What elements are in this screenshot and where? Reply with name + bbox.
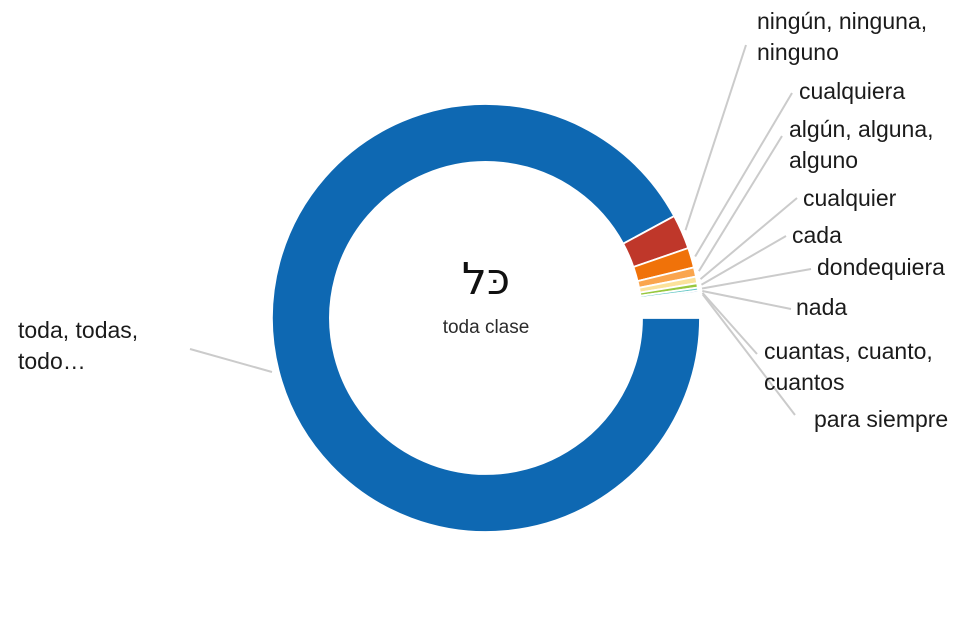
label-ningun-ninguna-ninguno[interactable]: ningún, ninguna, ninguno <box>757 8 928 65</box>
leader-line-3 <box>698 135 783 272</box>
leader-lines <box>189 44 812 416</box>
label-toda-todas-todo[interactable]: toda, todas, todo… <box>18 317 139 374</box>
label-cualquier[interactable]: cualquier <box>803 185 897 211</box>
leader-line-6 <box>701 268 812 290</box>
leader-line-7 <box>702 290 792 310</box>
leader-line-8 <box>701 292 758 355</box>
leader-line-9 <box>701 293 796 416</box>
label-cualquiera[interactable]: cualquiera <box>799 78 906 104</box>
label-nada[interactable]: nada <box>796 294 848 320</box>
leader-line-0 <box>189 348 273 373</box>
label-para-siempre[interactable]: para siempre <box>814 406 949 432</box>
label-algun-alguna-alguno[interactable]: algún, alguna, alguno <box>789 116 934 173</box>
label-dondequiera[interactable]: dondequiera <box>817 254 945 280</box>
donut-segment-0[interactable]: toda, todas, todo… <box>271 103 701 533</box>
label-cada[interactable]: cada <box>792 222 842 248</box>
leader-line-5 <box>700 235 787 286</box>
leader-line-4 <box>699 197 798 280</box>
leader-line-1 <box>684 44 747 231</box>
donut-segment-9[interactable]: para siempre <box>640 293 700 303</box>
label-cuantas-cuanto-cuantos[interactable]: cuantas, cuanto, cuantos <box>764 338 933 395</box>
donut-segments: toda, todas, todo…ningún, ninguna, ningu… <box>271 103 701 533</box>
leader-line-2 <box>694 92 793 258</box>
